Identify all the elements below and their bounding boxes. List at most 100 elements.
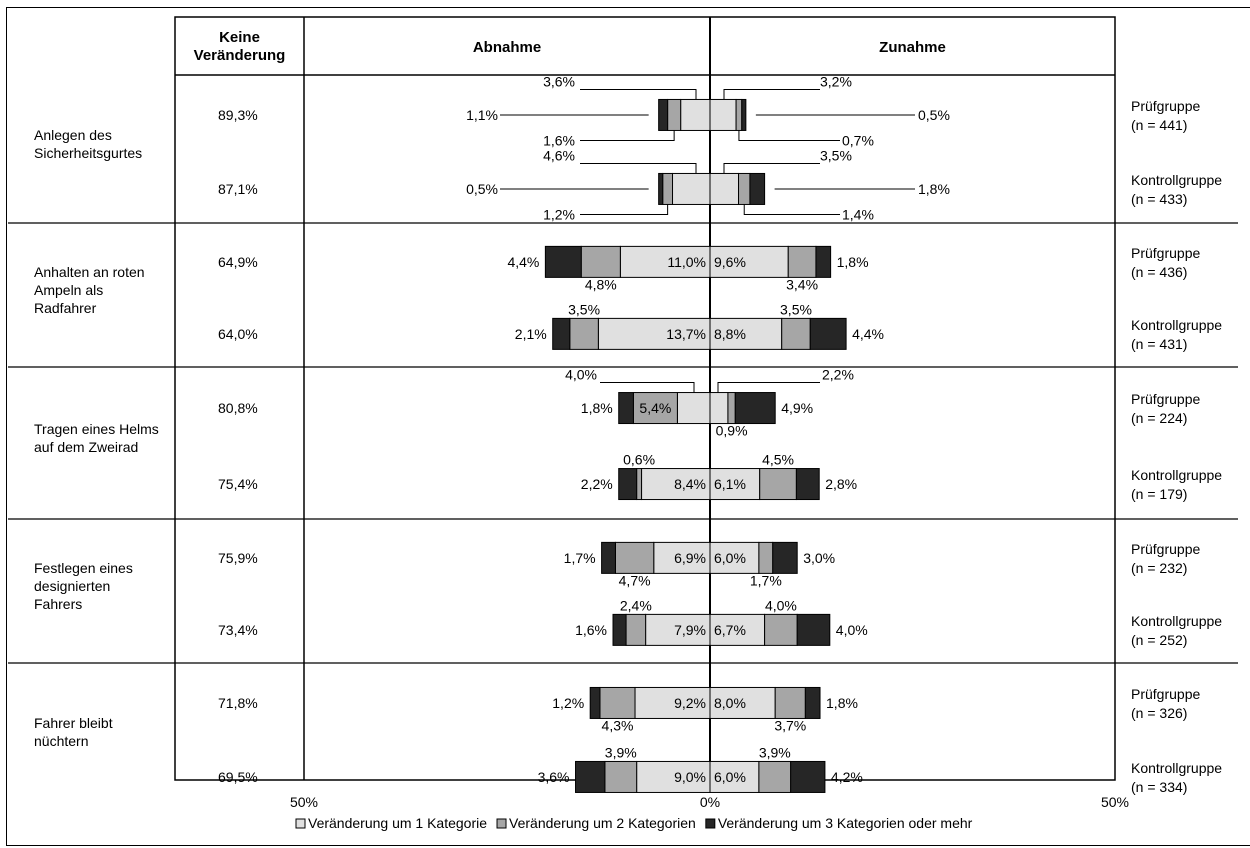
bar-segment-decrease [601,541,616,574]
bar-segment-decrease [676,392,711,425]
bar-label-increase-3: 1,8% [918,181,950,197]
bar-segment-decrease [618,468,638,501]
bar-segment-increase [815,245,832,278]
bar-label-increase-3: 4,0% [836,622,868,638]
bar-label-increase-1: 6,1% [714,476,746,492]
behavior-label: Festlegen eines designierten Fahrers [34,560,133,612]
bar-label-decrease-1: 9,2% [674,695,706,711]
bar-label-increase-2: 4,0% [765,597,797,613]
header-decrease: Abnahme [473,39,541,56]
bar-segment-decrease [680,98,711,131]
group-name: Prüfgruppe [1131,98,1200,114]
behavior-label: Anlegen des Sicherheitsgurtes [34,127,142,161]
bar-segment-increase [758,541,774,574]
outer-border [6,7,1250,846]
bar-label-decrease-3: 4,4% [507,254,539,270]
bar-label-decrease-2: 4,8% [585,276,617,292]
group-n: (n = 433) [1131,191,1187,207]
bar-segment-increase [795,468,820,501]
callout-line [723,88,820,102]
group-n: (n = 326) [1131,705,1187,721]
group-name: Prüfgruppe [1131,391,1200,407]
group-name: Kontrollgruppe [1131,467,1222,483]
bar-segment-increase [709,468,761,501]
bar-label-increase-3: 0,5% [918,107,950,123]
no-change-value: 75,4% [218,476,258,492]
bar-segment-decrease [658,98,669,131]
bar-label-increase-3: 4,9% [781,400,813,416]
legend-swatch [295,818,306,829]
bar-label-decrease-2: 1,6% [543,132,575,148]
callout-line [717,382,820,395]
bar-label-decrease-2: 0,6% [623,452,655,468]
bar-segment-decrease [589,686,601,719]
no-change-value: 64,0% [218,326,258,342]
bar-segment-decrease [662,172,674,205]
x-tick-label: 0% [700,794,720,810]
bar-segment-increase [809,317,847,350]
bar-segment-increase [749,172,766,205]
bar-segment-increase [772,541,798,574]
bar-segment-increase [709,245,789,278]
behavior-label: Fahrer bleibt nüchtern [34,715,113,749]
header-no-change: Keine Veränderung [194,29,286,64]
group-name: Kontrollgruppe [1131,317,1222,333]
bar-segment-decrease [604,760,638,793]
bar-label-decrease-1: 9,0% [674,769,706,785]
group-n: (n = 224) [1131,410,1187,426]
group-n: (n = 431) [1131,336,1187,352]
legend-label: Veränderung um 3 Kategorien oder mehr [718,815,973,831]
group-name: Kontrollgruppe [1131,760,1222,776]
bar-segment-increase [787,245,817,278]
bar-label-increase-2: 3,5% [780,301,812,317]
bar-segment-decrease [636,468,643,501]
bar-label-increase-1: 3,5% [820,147,852,163]
callout-line [580,128,675,141]
bar-label-decrease-3: 0,5% [466,181,498,197]
bar-segment-decrease [625,613,647,646]
group-name: Kontrollgruppe [1131,172,1222,188]
bar-segment-decrease [636,760,711,793]
bar-label-increase-2: 3,4% [786,276,818,292]
bar-segment-decrease [618,392,634,425]
legend-label: Veränderung um 1 Kategorie [308,815,487,831]
bar-label-increase-3: 4,4% [852,326,884,342]
no-change-value: 64,9% [218,254,258,270]
callout-line [723,162,820,176]
bar-label-increase-2: 4,5% [762,452,794,468]
behavior-label: Anhalten an roten Ampeln als Radfahrer [34,264,145,316]
bar-label-increase-3: 1,8% [837,254,869,270]
bar-label-increase-3: 3,0% [803,550,835,566]
bar-label-decrease-1: 11,0% [667,254,706,270]
bar-label-decrease-2: 5,4% [639,400,671,416]
no-change-value: 69,5% [218,769,258,785]
bar-segment-decrease [632,392,678,425]
bar-label-increase-1: 8,0% [714,695,746,711]
group-name: Prüfgruppe [1131,686,1200,702]
bar-segment-increase [796,613,831,646]
bar-segment-decrease [569,317,599,350]
legend: Veränderung um 1 Kategorie Veränderung um… [295,815,973,831]
bar-segment-increase [790,760,826,793]
x-tick-label: 50% [1101,794,1129,810]
bar-segment-decrease [672,172,711,205]
group-n: (n = 436) [1131,264,1187,280]
bar-segment-increase [727,392,736,425]
bar-segment-increase [764,613,798,646]
bar-segment-increase [734,392,776,425]
bar-segment-decrease [612,613,627,646]
bar-segment-increase [709,98,737,131]
bar-segment-decrease [653,541,711,574]
bar-label-increase-1: 8,8% [714,326,746,342]
bar-segment-decrease [552,317,571,350]
bar-segment-decrease [544,245,582,278]
bar-label-decrease-3: 1,6% [575,622,607,638]
group-name: Kontrollgruppe [1131,613,1222,629]
bar-label-increase-1: 9,6% [714,254,746,270]
bar-label-increase-2: 0,7% [842,132,874,148]
bar-segment-increase [741,98,747,131]
bar-label-decrease-2: 4,3% [602,717,634,733]
group-n: (n = 441) [1131,117,1187,133]
bar-segment-increase [781,317,811,350]
bar-label-decrease-3: 3,6% [538,769,570,785]
